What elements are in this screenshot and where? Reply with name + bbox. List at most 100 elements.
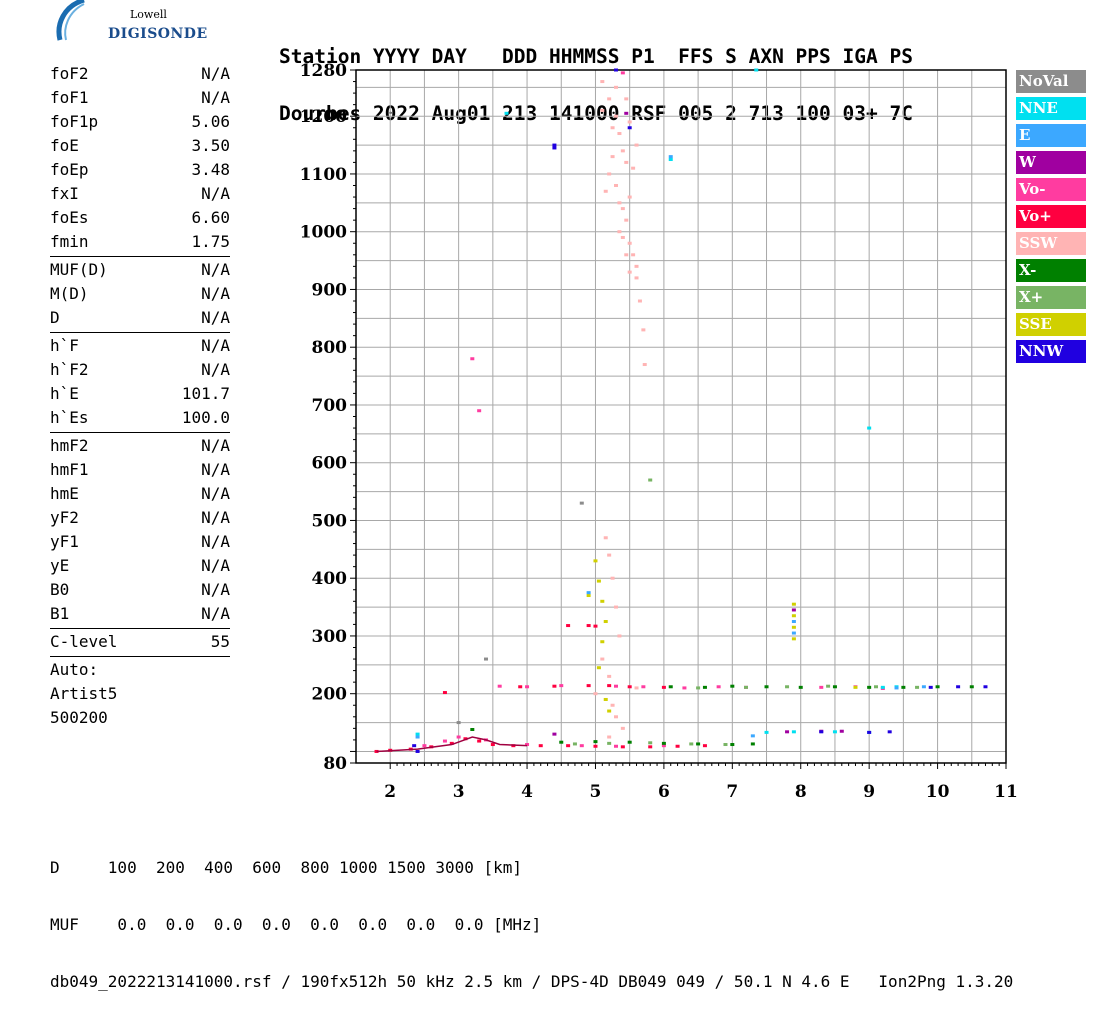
- param-separator: [50, 656, 230, 657]
- data-point-sse: [600, 599, 605, 603]
- data-point-ssw: [607, 97, 612, 101]
- param-name: foE: [50, 136, 79, 155]
- data-point-nne: [791, 730, 796, 734]
- param-name: hmE: [50, 484, 79, 503]
- footer-file-info: db049_2022213141000.rsf / 190fx512h 50 k…: [50, 972, 1014, 991]
- param-row-foep: foEp 3.48: [50, 158, 230, 182]
- data-point-sse: [600, 640, 605, 644]
- data-point-sse: [791, 625, 796, 629]
- param-row-yf1: yF1 N/A: [50, 530, 230, 554]
- e-layer-trace: [376, 736, 528, 753]
- polarization-legend: NoVal NNE E W Vo- Vo+ SSW X- X+ SSE NNW: [1016, 70, 1086, 367]
- data-point-vominus: [456, 735, 461, 739]
- data-point-ssw: [624, 97, 629, 101]
- data-point-xplus: [648, 478, 653, 482]
- y-tick-label: 300: [312, 627, 348, 647]
- param-value: N/A: [201, 284, 230, 303]
- data-point-ssw: [634, 276, 639, 280]
- legend-item-voplus: Vo+: [1016, 205, 1086, 228]
- data-point-ssw: [614, 114, 618, 118]
- data-point-voplus: [586, 684, 591, 688]
- param-row-ye: yE N/A: [50, 554, 230, 578]
- legend-item-xminus: X-: [1016, 259, 1086, 282]
- param-value: N/A: [201, 580, 230, 599]
- data-point-xminus: [935, 685, 940, 689]
- data-point-nnw: [614, 68, 618, 72]
- data-point-voplus: [477, 739, 482, 743]
- data-point-voplus: [518, 685, 523, 689]
- data-point-voplus: [627, 685, 632, 689]
- logo-text-bottom: DIGISONDE: [108, 26, 208, 42]
- param-name: fmin: [50, 232, 89, 251]
- data-point-e: [586, 591, 591, 595]
- y-tick-label: 80: [323, 754, 347, 774]
- legend-item-vominus: Vo-: [1016, 178, 1086, 201]
- data-point-ssw: [610, 126, 615, 130]
- param-value: 5.06: [191, 112, 230, 131]
- data-point-vominus: [641, 685, 646, 689]
- y-tick-label: 1000: [300, 223, 347, 243]
- param-value: N/A: [201, 64, 230, 83]
- x-tick-label: 4: [521, 782, 533, 802]
- data-point-xminus: [559, 740, 564, 744]
- param-value: 101.7: [181, 384, 230, 403]
- autoscale-info-line: Artist5: [50, 684, 118, 703]
- y-tick-label: 200: [312, 685, 348, 705]
- data-point-noval: [579, 501, 584, 505]
- param-name: hmF1: [50, 460, 89, 479]
- data-point-xminus: [702, 685, 707, 689]
- param-row-hf: h`F N/A: [50, 334, 230, 358]
- x-tick-label: 3: [453, 782, 465, 802]
- data-point-xminus: [750, 742, 755, 746]
- footer: D 100 200 400 600 800 1000 1500 3000 [km…: [50, 820, 1013, 1010]
- data-point-ssw: [617, 201, 622, 205]
- data-point-e: [791, 631, 796, 635]
- data-point-voplus: [702, 744, 707, 748]
- data-point-vominus: [525, 743, 530, 747]
- param-value: N/A: [201, 336, 230, 355]
- data-point-w: [785, 730, 790, 734]
- data-point-ssw: [617, 230, 622, 234]
- data-point-ssw: [642, 363, 647, 367]
- data-point-vominus: [497, 684, 502, 688]
- data-point-nne: [764, 730, 769, 734]
- param-value: 55: [210, 632, 230, 651]
- data-point-e: [921, 685, 926, 689]
- data-point-ssw: [607, 674, 612, 678]
- data-point-xminus: [470, 728, 475, 732]
- data-point-nnw: [956, 685, 961, 689]
- ionogram-chart: 80 200 300 400 500 600 700 800 900 1000 1100 1200 12…: [300, 61, 1018, 802]
- data-point-nnw: [867, 730, 872, 734]
- data-point-ssw: [617, 634, 622, 638]
- logo-arc-icon: [56, 0, 85, 41]
- scaled-parameters-panel: foF2 N/A foF1 N/A foF1p 5.06 foE 3.50 foEp 3.48 fx…: [50, 62, 230, 730]
- data-point-nne: [504, 111, 509, 115]
- data-point-ssw: [637, 299, 642, 303]
- legend-item-ssw: SSW: [1016, 232, 1086, 255]
- y-tick-label: 600: [312, 454, 348, 474]
- data-point-ssw: [634, 143, 639, 147]
- y-tick-label: 1280: [300, 61, 347, 81]
- param-row-clevel: C-level 55: [50, 630, 230, 654]
- data-point-ssw: [641, 328, 646, 332]
- data-point-xminus: [764, 685, 769, 689]
- data-point-xminus: [696, 742, 701, 746]
- data-point-nnw: [552, 143, 557, 147]
- param-row-foe: foE 3.50: [50, 134, 230, 158]
- param-row-fxi: fxI N/A: [50, 182, 230, 206]
- param-value: N/A: [201, 88, 230, 107]
- data-point-voplus: [490, 743, 495, 747]
- x-tick-label: 7: [726, 782, 738, 802]
- param-value: N/A: [201, 360, 230, 379]
- param-separator: [50, 432, 230, 433]
- param-name: B0: [50, 580, 70, 599]
- legend-item-sse: SSE: [1016, 313, 1086, 336]
- param-value: 6.60: [191, 208, 230, 227]
- param-row-fof2: foF2 N/A: [50, 62, 230, 86]
- data-point-vominus: [620, 71, 625, 75]
- data-point-noval: [456, 721, 461, 725]
- data-point-ssw: [617, 132, 622, 136]
- data-point-vominus: [579, 744, 584, 748]
- data-point-ssw: [600, 80, 605, 84]
- data-point-nnw: [928, 685, 933, 689]
